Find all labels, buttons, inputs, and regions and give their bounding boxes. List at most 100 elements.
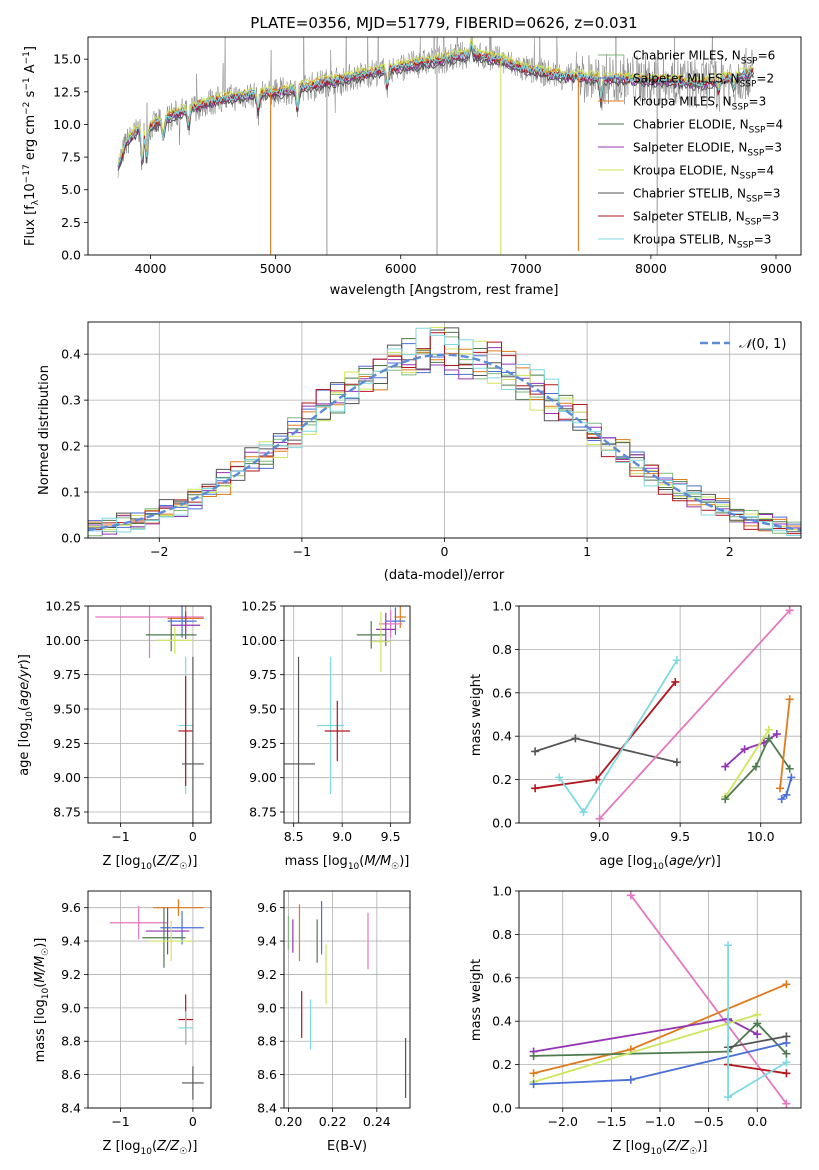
legend-label: Salpeter MILES, NSSP=2 <box>633 72 774 90</box>
errorbar-kroupa_elodie <box>371 611 391 672</box>
axes-frame <box>283 605 411 824</box>
y-tick-label: 9.4 <box>61 934 81 949</box>
x-tick-label: −2 <box>150 544 168 559</box>
y-tick-label: 1.0 <box>492 884 512 899</box>
x-tick-label: 8000 <box>635 261 667 276</box>
legend-label: Chabrier ELODIE, NSSP=4 <box>633 118 783 136</box>
age_vs_mass-axes: 8.5 9.0 9.5 8.75 9.00 9.25 9.50 9.75 10.00 10.25 m… <box>241 599 411 872</box>
y-tick-label: 10.25 <box>45 599 81 614</box>
plot-area <box>531 606 796 823</box>
y-tick-label: 9.25 <box>249 736 277 751</box>
chart-title: PLATE=0356, MJD=51779, FIBERID=0626, z=0… <box>250 14 637 32</box>
y-axis-label: age [log10(age/yr)] <box>17 654 35 776</box>
axes-frame <box>87 605 212 824</box>
y-axis-label: Flux [fλ10−17 erg cm−2 s−1 A−1] <box>22 46 41 246</box>
y-tick-label: 0.2 <box>492 772 512 787</box>
point-marker <box>571 734 580 743</box>
y-axis-label: mass [log10(M/M☉)] <box>33 938 51 1063</box>
model-line-salpeter_stelib <box>117 42 754 168</box>
y-tick-label: 9.50 <box>249 702 277 717</box>
legend-label: Kroupa MILES, NSSP=3 <box>633 95 766 113</box>
errorbar-kroupa_miles <box>153 899 204 917</box>
y-tick-label: 10.00 <box>45 633 81 648</box>
point-marker <box>782 980 791 989</box>
y-tick-label: 7.5 <box>61 150 81 165</box>
x-axis-label: mass [log10(M/M☉)] <box>285 854 410 872</box>
x-tick-label: 9.5 <box>670 829 690 844</box>
x-axis-label: age [log10(age/yr)] <box>599 854 721 872</box>
y-tick-label: 0.0 <box>492 816 512 831</box>
x-tick-label: 0 <box>189 1114 197 1129</box>
point-marker <box>776 784 785 793</box>
y-tick-label: 8.75 <box>249 805 277 820</box>
point-marker <box>579 808 588 817</box>
axes-frame <box>518 890 802 1109</box>
y-tick-label: 9.2 <box>257 967 277 982</box>
x-tick-label: 0 <box>441 544 449 559</box>
legend: Chabrier MILES, NSSP=6 Salpeter MILES, NS… <box>598 49 783 251</box>
series-line-kroupa_elodie <box>724 729 770 798</box>
x-tick-label: 9.0 <box>332 829 352 844</box>
model-line-chabrier_stelib <box>117 46 754 171</box>
x-tick-label: −1 <box>293 544 311 559</box>
errorbar-chabrier_elodie <box>145 618 197 652</box>
point-marker <box>671 677 680 686</box>
point-marker <box>724 941 733 950</box>
point-marker <box>785 695 794 704</box>
y-tick-label: 8.4 <box>61 1101 81 1116</box>
legend-label: Chabrier STELIB, NSSP=3 <box>633 187 781 205</box>
plot-area <box>117 37 754 255</box>
legend-label: Salpeter STELIB, NSSP=3 <box>633 210 779 228</box>
y-tick-label: 0.2 <box>61 439 81 454</box>
histogram-chabrier_stelib <box>88 327 801 533</box>
x-tick-label: 0.24 <box>363 1114 391 1129</box>
plot-area <box>95 606 204 823</box>
plot-area <box>529 891 791 1108</box>
x-tick-label: 0 <box>189 829 197 844</box>
series-line-kroupa_elodie <box>533 1013 758 1083</box>
x-tick-label: −1.5 <box>596 1114 626 1129</box>
y-tick-label: 0.2 <box>492 1057 512 1072</box>
y-tick-label: 10.25 <box>241 599 277 614</box>
errorbar-chabrier_stelib <box>182 1066 204 1100</box>
errorbar-kroupa_miles <box>394 606 407 628</box>
series-line-chabrier_elodie <box>724 736 791 800</box>
legend-label: Chabrier MILES, NSSP=6 <box>633 49 775 67</box>
point-marker <box>529 1069 538 1078</box>
point-marker <box>753 1030 762 1039</box>
point-marker <box>782 1058 791 1067</box>
point-marker <box>626 1075 635 1084</box>
model-line-kroupa_stelib <box>117 42 754 167</box>
errorbar-kroupa_stelib <box>178 1011 193 1045</box>
x-tick-label: 4000 <box>135 261 167 276</box>
point-marker <box>782 1032 791 1041</box>
x-axis-label: Z [log10(Z/Z☉)] <box>103 1139 198 1157</box>
point-marker <box>672 656 681 665</box>
point-marker <box>595 814 604 823</box>
y-tick-label: 9.00 <box>53 770 81 785</box>
normal-reference-line <box>88 353 801 532</box>
point-marker <box>782 1069 791 1078</box>
point-marker <box>785 606 794 615</box>
point-marker <box>782 1099 791 1108</box>
point-marker <box>777 795 786 804</box>
y-tick-label: 9.6 <box>61 900 81 915</box>
y-tick-label: 0.4 <box>492 729 512 744</box>
point-marker <box>529 1051 538 1060</box>
errorbar-salpeter_miles <box>160 911 204 945</box>
errorbar-pink <box>378 610 403 638</box>
massweight_vs_age-axes: 9.0 9.5 10.0 0.0 0.2 0.4 0.6 0.8 1.0 age [log10(a… <box>469 599 802 872</box>
point-marker <box>782 790 791 799</box>
series-line-kroupa_miles <box>779 699 791 789</box>
x-tick-label: 8.5 <box>284 829 304 844</box>
histogram-kroupa_stelib <box>88 327 801 537</box>
y-tick-label: 9.00 <box>249 770 277 785</box>
legend-label: Kroupa ELODIE, NSSP=4 <box>633 164 774 182</box>
point-marker <box>785 764 794 773</box>
plot-area <box>88 326 801 537</box>
x-tick-label: 0.22 <box>319 1114 347 1129</box>
massweight_vs_Z-axes: −2.0 −1.5 −1.0 −0.5 0.0 0.0 0.2 0.4 0.6 0.8 1.0 Z [… <box>469 884 802 1157</box>
x-axis-label: wavelength [Angstrom, rest frame] <box>330 283 559 298</box>
y-tick-label: 0.8 <box>492 927 512 942</box>
